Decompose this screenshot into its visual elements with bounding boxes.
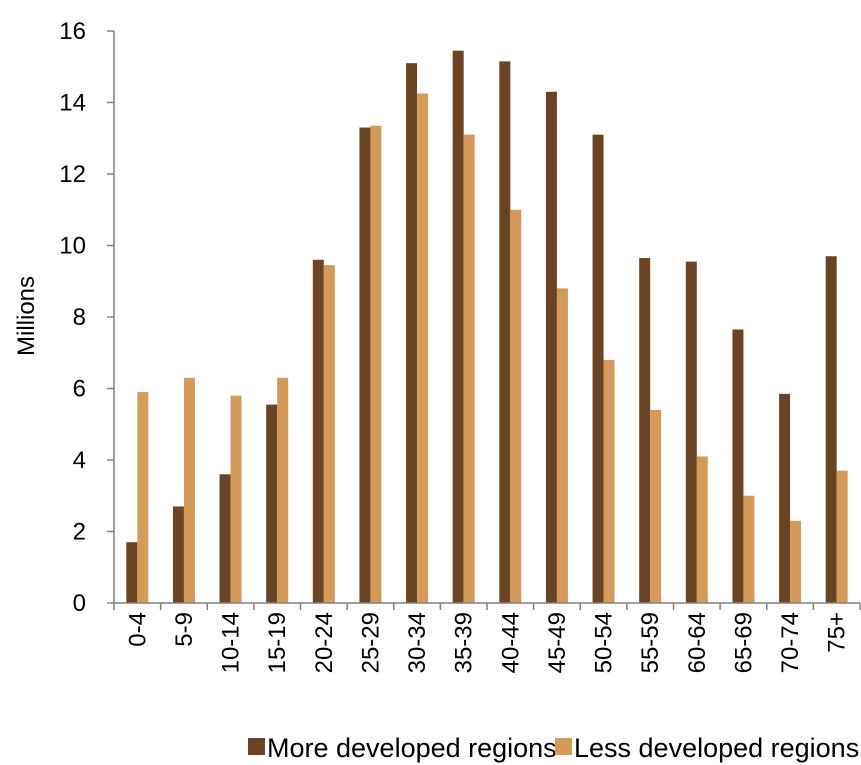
x-ticks-group: 0-4 5-9 10-14 15-19 20-24 25-29 30-34 35-39 40-4… [113, 603, 861, 673]
legend: More developed regions Less developed re… [248, 733, 859, 763]
bar-less-developed [137, 392, 149, 603]
bar-less-developed [556, 288, 568, 603]
x-tick-label: 45-49 [544, 612, 571, 673]
bar-more-developed [685, 261, 697, 603]
bar-more-developed [825, 256, 837, 603]
bar-more-developed [732, 329, 744, 603]
x-tick-label: 10-14 [218, 612, 245, 673]
bar-more-developed [639, 258, 651, 603]
x-tick-label: 55-59 [637, 612, 664, 673]
legend-label-less-developed: Less developed regions [574, 733, 859, 763]
y-tick-label: 4 [73, 447, 86, 474]
bar-more-developed [266, 404, 278, 603]
legend-swatch-more-developed [248, 738, 265, 755]
y-tick-label: 2 [73, 519, 86, 546]
bar-more-developed [452, 50, 464, 604]
x-tick-label: 75+ [824, 612, 851, 653]
bar-less-developed [603, 359, 615, 603]
y-ticks-group: 0 2 4 6 8 10 12 14 16 [59, 18, 114, 617]
x-tick-label: 50-54 [591, 612, 618, 673]
bar-less-developed [696, 456, 708, 603]
x-tick-label: 20-24 [311, 612, 338, 673]
x-tick-label: 70-74 [777, 612, 804, 673]
bar-more-developed [592, 134, 604, 604]
x-tick-label: 60-64 [684, 612, 711, 673]
bar-less-developed [790, 520, 802, 603]
y-tick-label: 10 [59, 233, 86, 260]
legend-label-more-developed: More developed regions [267, 733, 557, 763]
y-tick-label: 8 [73, 304, 86, 331]
bar-less-developed [463, 134, 475, 604]
bar-more-developed [312, 259, 324, 603]
bar-more-developed [779, 393, 791, 603]
y-tick-label: 0 [73, 590, 86, 617]
x-tick-label: 65-69 [730, 612, 757, 673]
bar-less-developed [743, 495, 755, 603]
x-tick-label: 35-39 [451, 612, 478, 673]
x-tick-label: 40-44 [497, 612, 524, 673]
bar-less-developed [417, 93, 429, 603]
bar-more-developed [172, 506, 184, 603]
x-tick-label: 0-4 [124, 612, 151, 647]
x-tick-label: 5-9 [171, 612, 198, 647]
bar-less-developed [836, 470, 848, 603]
bar-more-developed [406, 63, 418, 604]
bar-less-developed [650, 409, 662, 603]
y-axis-label: Millions [13, 276, 40, 356]
y-tick-label: 6 [73, 376, 86, 403]
bar-more-developed [499, 61, 511, 603]
y-tick-label: 14 [59, 90, 86, 117]
bar-less-developed [510, 209, 522, 603]
y-tick-label: 12 [59, 161, 86, 188]
bars-group [126, 50, 848, 604]
bar-more-developed [126, 542, 138, 603]
bar-less-developed [277, 377, 289, 603]
bar-more-developed [359, 127, 371, 604]
bar-less-developed [370, 125, 382, 604]
bar-more-developed [545, 91, 557, 604]
x-tick-label: 25-29 [357, 612, 384, 673]
x-tick-label: 30-34 [404, 612, 431, 673]
bar-less-developed [323, 265, 335, 603]
bar-less-developed [230, 395, 242, 603]
x-tick-label: 15-19 [264, 612, 291, 673]
y-tick-label: 16 [59, 18, 86, 45]
bar-more-developed [219, 474, 231, 603]
legend-swatch-less-developed [555, 738, 572, 755]
bar-less-developed [183, 377, 195, 603]
